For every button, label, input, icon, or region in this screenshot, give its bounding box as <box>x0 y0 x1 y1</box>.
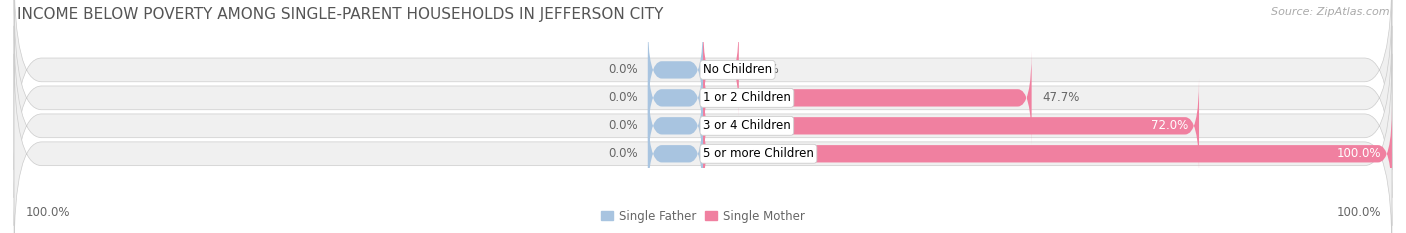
Text: No Children: No Children <box>703 63 772 76</box>
Text: 100.0%: 100.0% <box>25 206 70 219</box>
FancyBboxPatch shape <box>14 0 1392 170</box>
Text: 0.0%: 0.0% <box>607 119 637 132</box>
Text: 5 or more Children: 5 or more Children <box>703 147 814 160</box>
FancyBboxPatch shape <box>14 0 1392 198</box>
FancyBboxPatch shape <box>703 51 1032 145</box>
Text: 0.0%: 0.0% <box>607 147 637 160</box>
FancyBboxPatch shape <box>703 23 738 117</box>
FancyBboxPatch shape <box>648 79 703 173</box>
Text: 3 or 4 Children: 3 or 4 Children <box>703 119 790 132</box>
FancyBboxPatch shape <box>648 51 703 145</box>
FancyBboxPatch shape <box>14 54 1392 233</box>
Text: Source: ZipAtlas.com: Source: ZipAtlas.com <box>1271 7 1389 17</box>
Text: 47.7%: 47.7% <box>1042 91 1080 104</box>
Legend: Single Father, Single Mother: Single Father, Single Mother <box>596 205 810 227</box>
FancyBboxPatch shape <box>703 106 1392 201</box>
Text: 100.0%: 100.0% <box>1337 147 1382 160</box>
Text: 5.2%: 5.2% <box>749 63 779 76</box>
Text: 0.0%: 0.0% <box>607 63 637 76</box>
Text: 72.0%: 72.0% <box>1152 119 1188 132</box>
Text: 1 or 2 Children: 1 or 2 Children <box>703 91 790 104</box>
Text: 0.0%: 0.0% <box>607 91 637 104</box>
FancyBboxPatch shape <box>14 26 1392 226</box>
FancyBboxPatch shape <box>648 23 703 117</box>
Text: 100.0%: 100.0% <box>1336 206 1381 219</box>
Text: INCOME BELOW POVERTY AMONG SINGLE-PARENT HOUSEHOLDS IN JEFFERSON CITY: INCOME BELOW POVERTY AMONG SINGLE-PARENT… <box>17 7 664 22</box>
FancyBboxPatch shape <box>703 79 1199 173</box>
FancyBboxPatch shape <box>648 106 703 201</box>
